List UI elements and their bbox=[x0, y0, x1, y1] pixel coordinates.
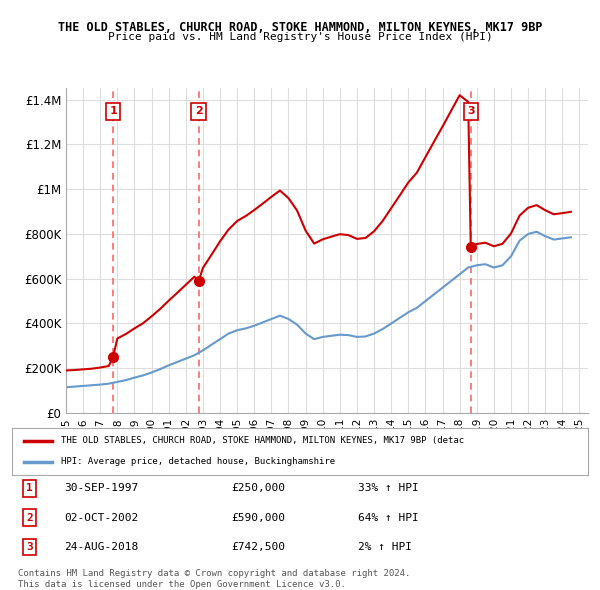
Text: Contains HM Land Registry data © Crown copyright and database right 2024.
This d: Contains HM Land Registry data © Crown c… bbox=[18, 569, 410, 589]
Text: 1: 1 bbox=[109, 106, 117, 116]
Text: £590,000: £590,000 bbox=[231, 513, 285, 523]
Text: 24-AUG-2018: 24-AUG-2018 bbox=[64, 542, 138, 552]
Text: 3: 3 bbox=[26, 542, 32, 552]
Text: 3: 3 bbox=[467, 106, 475, 116]
Text: 02-OCT-2002: 02-OCT-2002 bbox=[64, 513, 138, 523]
Text: THE OLD STABLES, CHURCH ROAD, STOKE HAMMOND, MILTON KEYNES, MK17 9BP (detac: THE OLD STABLES, CHURCH ROAD, STOKE HAMM… bbox=[61, 437, 464, 445]
Text: 30-SEP-1997: 30-SEP-1997 bbox=[64, 483, 138, 493]
Text: Price paid vs. HM Land Registry's House Price Index (HPI): Price paid vs. HM Land Registry's House … bbox=[107, 32, 493, 42]
Text: 1: 1 bbox=[26, 483, 32, 493]
Text: THE OLD STABLES, CHURCH ROAD, STOKE HAMMOND, MILTON KEYNES, MK17 9BP: THE OLD STABLES, CHURCH ROAD, STOKE HAMM… bbox=[58, 21, 542, 34]
Text: 33% ↑ HPI: 33% ↑ HPI bbox=[358, 483, 418, 493]
Text: HPI: Average price, detached house, Buckinghamshire: HPI: Average price, detached house, Buck… bbox=[61, 457, 335, 466]
Text: 2% ↑ HPI: 2% ↑ HPI bbox=[358, 542, 412, 552]
Text: £742,500: £742,500 bbox=[231, 542, 285, 552]
Text: £250,000: £250,000 bbox=[231, 483, 285, 493]
Text: 2: 2 bbox=[195, 106, 203, 116]
Text: 64% ↑ HPI: 64% ↑ HPI bbox=[358, 513, 418, 523]
Text: 2: 2 bbox=[26, 513, 32, 523]
